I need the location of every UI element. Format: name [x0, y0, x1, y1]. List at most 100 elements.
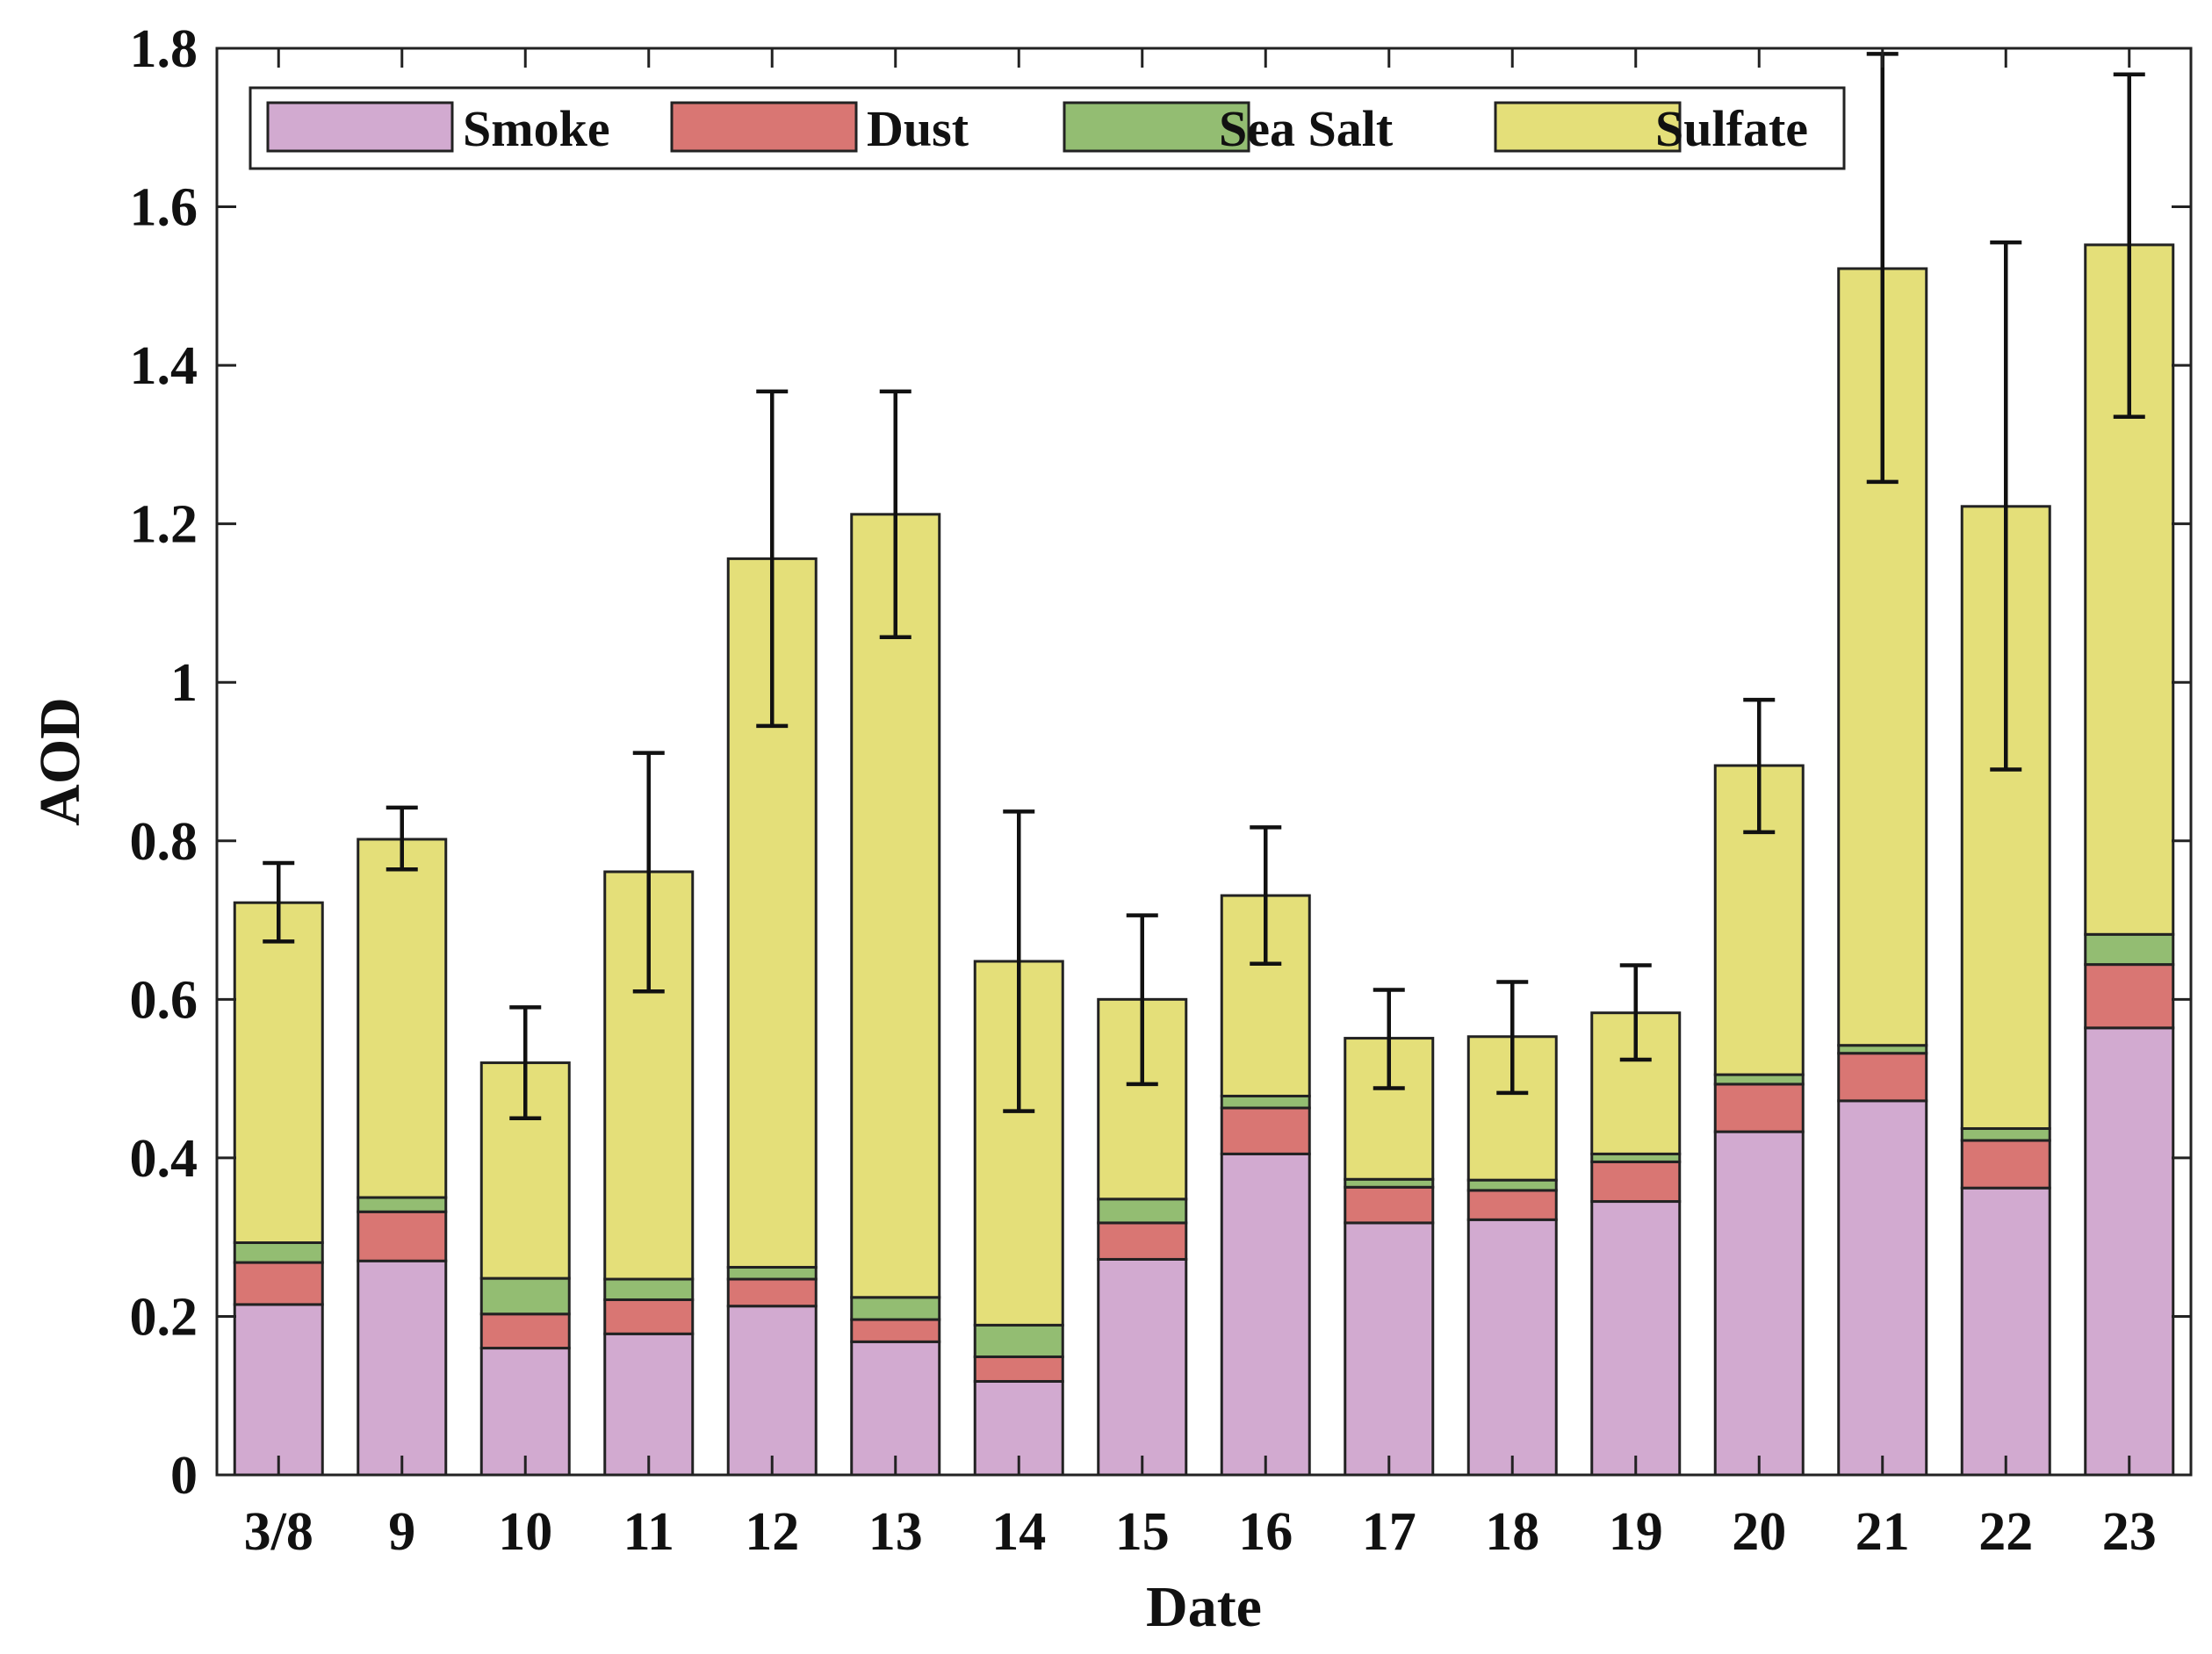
x-axis-title: Date	[1146, 1575, 1262, 1639]
error-bar	[1373, 988, 1405, 1090]
bar-sea-salt	[1220, 1094, 1311, 1110]
error-bar	[1003, 809, 1035, 1113]
x-tick-label: 20	[1732, 1502, 1786, 1562]
bar-dust	[1713, 1082, 1805, 1133]
y-tick-label: 0.2	[130, 1287, 198, 1347]
bar-dust	[357, 1210, 448, 1262]
bar-dust	[1344, 1185, 1435, 1225]
bar-sea-salt	[2084, 932, 2175, 967]
x-tick-label: 10	[498, 1502, 552, 1562]
bar-stack-13	[850, 513, 941, 1477]
y-tick-label: 0.4	[130, 1129, 198, 1189]
x-tick-label: 3/8	[244, 1502, 313, 1562]
legend-box	[249, 86, 1846, 170]
bar-sea-salt	[1960, 1126, 2051, 1142]
bar-dust	[1590, 1160, 1682, 1204]
bar-stacks	[233, 243, 2175, 1477]
x-tick-label: 9	[388, 1502, 415, 1562]
plot-frame	[215, 47, 2193, 1477]
bar-smoke	[1220, 1152, 1311, 1477]
x-tick-label: 22	[1978, 1502, 2033, 1562]
y-tick-label: 1.6	[130, 178, 198, 238]
bar-smoke	[850, 1340, 941, 1477]
tick-labels: 0 0.2 0.4 0.6 0.8 1 1.2 1.4 1.6 1.8 3/8 9 10 11 12 13 14…	[130, 19, 2157, 1562]
bar-stack-18	[1466, 1035, 1558, 1477]
x-tick-label: 11	[623, 1502, 674, 1562]
y-tick-label: 1	[170, 653, 198, 713]
bar-dust	[1466, 1189, 1558, 1221]
error-bars	[263, 52, 2145, 1120]
bar-sea-salt	[1466, 1178, 1558, 1192]
bar-sulfate	[233, 901, 324, 1244]
bar-sea-salt	[233, 1240, 324, 1264]
y-tick-label: 1.4	[130, 336, 198, 396]
bar-smoke	[1837, 1099, 1928, 1477]
bar-sea-salt	[603, 1277, 695, 1301]
bar-dust	[479, 1312, 571, 1350]
bar-dust	[2084, 963, 2175, 1030]
x-tick-label: 19	[1609, 1502, 1663, 1562]
bar-stack-9	[357, 838, 448, 1477]
y-tick-label: 1.2	[130, 495, 198, 555]
bar-smoke	[1960, 1186, 2051, 1477]
bar-smoke	[233, 1303, 324, 1477]
bar-sea-salt	[479, 1276, 571, 1316]
axes	[215, 47, 2193, 1477]
bar-dust	[1220, 1106, 1311, 1155]
error-bar	[1743, 697, 1776, 835]
y-tick-label: 0	[170, 1446, 198, 1506]
bar-sea-salt	[973, 1323, 1064, 1358]
y-tick-label: 0.8	[130, 812, 198, 872]
bar-smoke	[603, 1332, 695, 1477]
bar-sea-salt	[1713, 1073, 1805, 1086]
bar-sulfate	[850, 513, 941, 1299]
bar-smoke	[1713, 1130, 1805, 1477]
bar-dust	[1097, 1221, 1188, 1261]
x-tick-label: 12	[745, 1502, 799, 1562]
bar-dust	[973, 1355, 1064, 1383]
error-bar	[632, 751, 665, 994]
legend-swatch-smoke	[266, 101, 454, 153]
bar-dust	[1837, 1052, 1928, 1103]
x-tick-label: 17	[1362, 1502, 1416, 1562]
legend-swatch-dust	[670, 101, 858, 153]
bar-dust	[726, 1277, 818, 1308]
error-bar	[509, 1005, 542, 1120]
legend: Smoke Dust Sea Salt Sulfate	[249, 86, 1846, 170]
legend-swatch-sulfate	[1494, 101, 1682, 153]
error-bar	[1619, 963, 1652, 1062]
bar-stack-3-8	[233, 901, 324, 1477]
bar-stack-10	[479, 1061, 571, 1477]
bar-sulfate	[357, 838, 448, 1199]
x-tick-label: 23	[2102, 1502, 2157, 1562]
bar-stack-16	[1220, 894, 1311, 1477]
bar-smoke	[2084, 1026, 2175, 1477]
x-tick-label: 14	[991, 1502, 1046, 1562]
bar-dust	[1960, 1139, 2051, 1190]
error-bar	[1496, 980, 1529, 1096]
error-bar	[879, 389, 911, 640]
y-axis-title: AOD	[28, 697, 92, 826]
x-tick-label: 16	[1238, 1502, 1293, 1562]
error-bar	[1250, 825, 1282, 966]
error-bar	[385, 805, 418, 872]
y-tick-label: 0.6	[130, 970, 198, 1030]
bar-smoke	[1097, 1257, 1188, 1477]
bar-sea-salt	[726, 1265, 818, 1281]
bar-smoke	[479, 1347, 571, 1477]
bar-sea-salt	[357, 1196, 448, 1213]
bar-stack-20	[1713, 764, 1805, 1477]
error-bar	[263, 860, 295, 944]
bar-stack-19	[1590, 1011, 1682, 1477]
bar-stack-17	[1344, 1037, 1435, 1477]
legend-label-sulfate: Sulfate	[1655, 100, 1808, 157]
error-bar	[756, 389, 789, 729]
bar-stack-23	[2084, 243, 2175, 1477]
bar-smoke	[726, 1305, 818, 1477]
bar-dust	[603, 1298, 695, 1335]
error-bar	[2113, 72, 2145, 420]
legend-label-sea-salt: Sea Salt	[1219, 100, 1394, 157]
bar-stack-11	[603, 870, 695, 1477]
legend-label-smoke: Smoke	[463, 100, 610, 157]
